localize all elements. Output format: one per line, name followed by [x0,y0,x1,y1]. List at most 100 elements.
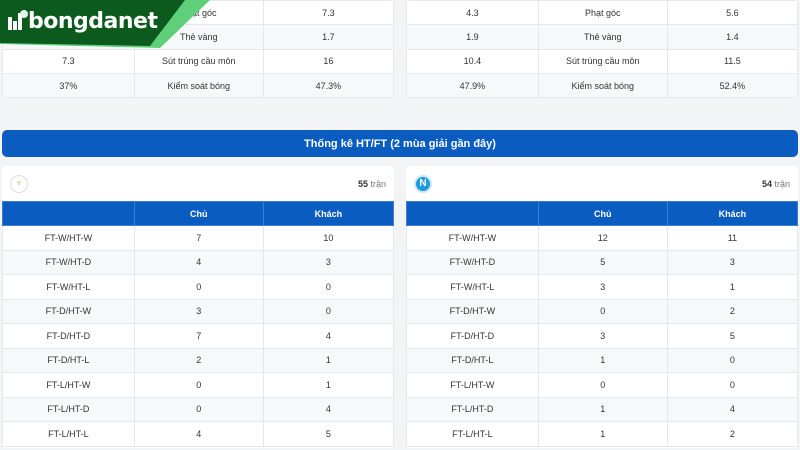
home-count: 3 [537,274,668,300]
home-count: 12 [537,225,668,251]
home-count: 3 [537,323,668,349]
stat-row: 1.9 Thẻ vàng 1.4 [406,24,798,50]
table-row: FT-L/HT-W 0 1 [2,372,394,398]
home-count: 3 [133,298,264,324]
home-value: 37% [2,72,135,98]
home-count: 0 [133,396,264,422]
result-label: FT-L/HT-L [406,421,539,447]
result-label: FT-W/HT-D [2,249,135,275]
result-label: FT-D/HT-L [406,347,539,373]
team-card-napoli: N 54 trận Chủ Khách FT-W/HT-W 12 11 FT-W/HT-D… [406,166,798,448]
stat-label: Sút trúng cầu môn [537,48,668,74]
away-count: 4 [262,396,394,422]
home-count: 5 [537,249,668,275]
stat-label: Sút trúng cầu môn [133,48,264,74]
column-header: Khách [262,201,394,226]
away-value: 5.6 [666,0,798,26]
table-header: Chủ Khách [406,201,798,226]
table-row: FT-D/HT-L 1 0 [406,347,798,373]
result-label: FT-L/HT-D [2,396,135,422]
away-value: 47.3% [262,72,394,98]
lazio-crest-icon: ♆ [10,174,28,193]
result-label: FT-W/HT-L [2,274,135,300]
match-count: 55 trận [357,178,386,189]
away-count: 3 [666,249,798,275]
home-value: 10.4 [406,48,539,74]
away-value: 11.5 [666,48,798,74]
home-count: 4 [133,421,264,447]
away-value: 1.7 [262,24,394,50]
table-row: FT-W/HT-L 0 0 [2,274,394,300]
result-label: FT-W/HT-L [406,274,539,300]
home-count: 7 [133,225,264,251]
home-count: 1 [537,396,668,422]
away-value: 7.3 [262,0,394,26]
match-count: 54 trận [761,178,790,189]
away-count: 0 [666,372,798,398]
column-header: Chủ [133,201,264,226]
home-value: 4.3 [406,0,539,26]
result-label: FT-L/HT-L [2,421,135,447]
away-count: 0 [262,274,394,300]
away-value: 1.4 [666,24,798,50]
home-value: 1.9 [406,24,539,50]
stat-row: 37% Kiểm soát bóng 47.3% [2,72,394,98]
column-header [406,201,539,226]
home-count: 2 [133,347,264,373]
home-count: 1 [537,421,668,447]
away-count: 5 [666,323,798,349]
result-label: FT-D/HT-W [406,298,539,324]
table-row: FT-D/HT-D 7 4 [2,323,394,349]
result-label: FT-W/HT-D [406,249,539,275]
result-label: FT-L/HT-W [2,372,135,398]
table-row: FT-D/HT-W 0 2 [406,298,798,324]
logo-text: bongdanet [28,9,158,34]
napoli-crest-icon: N [414,174,432,193]
stat-row: 4.3 Phạt góc 5.6 [406,0,798,26]
table-row: FT-W/HT-L 3 1 [406,274,798,300]
table-row: FT-W/HT-W 7 10 [2,225,394,251]
away-count: 1 [262,347,394,373]
home-count: 0 [537,298,668,324]
stats-table-right: 4.3 Phạt góc 5.6 1.9 Thẻ vàng 1.4 10.4 Sút trún… [406,0,798,98]
away-count: 4 [666,396,798,422]
table-header: Chủ Khách [2,201,394,226]
away-count: 3 [262,249,394,275]
table-row: FT-D/HT-D 3 5 [406,323,798,349]
table-row: FT-D/HT-W 3 0 [2,298,394,324]
away-count: 1 [262,372,394,398]
table-row: FT-W/HT-W 12 11 [406,225,798,251]
bongdanet-logo[interactable]: bongdanet [0,0,210,48]
table-row: FT-L/HT-L 4 5 [2,421,394,447]
home-count: 7 [133,323,264,349]
table-row: FT-L/HT-W 0 0 [406,372,798,398]
home-count: 1 [537,347,668,373]
column-header: Khách [666,201,798,226]
home-count: 0 [537,372,668,398]
away-count: 1 [666,274,798,300]
away-count: 2 [666,298,798,324]
home-value: 7.3 [2,48,135,74]
home-count: 0 [133,372,264,398]
away-value: 16 [262,48,394,74]
stat-label: Phạt góc [537,0,668,26]
team-card-lazio: ♆ 55 trận Chủ Khách FT-W/HT-W 7 10 FT-W/HT-D 4… [2,166,394,448]
stat-label: Kiểm soát bóng [133,72,264,98]
away-count: 4 [262,323,394,349]
stat-row: 7.3 Sút trúng cầu môn 16 [2,48,394,74]
result-label: FT-D/HT-W [2,298,135,324]
table-row: FT-D/HT-L 2 1 [2,347,394,373]
column-header: Chủ [537,201,668,226]
home-value: 47.9% [406,72,539,98]
away-value: 52.4% [666,72,798,98]
result-label: FT-W/HT-W [2,225,135,251]
away-count: 10 [262,225,394,251]
away-count: 0 [262,298,394,324]
table-row: FT-W/HT-D 5 3 [406,249,798,275]
stat-label: Thẻ vàng [537,24,668,50]
home-count: 4 [133,249,264,275]
table-row: FT-W/HT-D 4 3 [2,249,394,275]
away-count: 2 [666,421,798,447]
result-label: FT-L/HT-W [406,372,539,398]
away-count: 11 [666,225,798,251]
